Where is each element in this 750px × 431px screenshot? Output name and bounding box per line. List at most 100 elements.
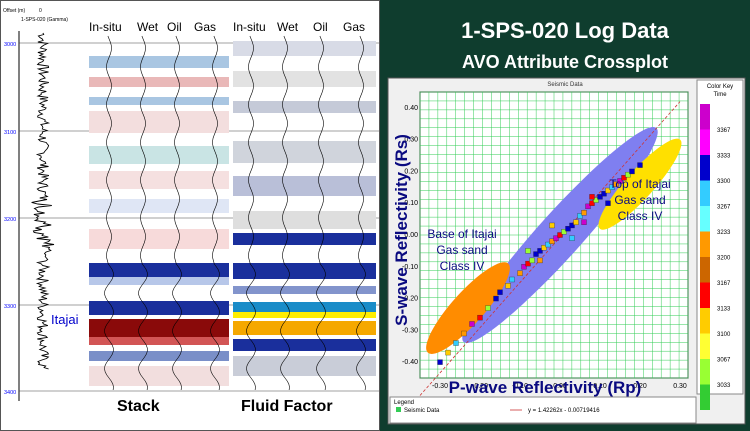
color-key-value: 3300 bbox=[717, 179, 731, 185]
y-tick-label: -0.10 bbox=[402, 264, 418, 271]
seismic-band bbox=[233, 263, 376, 279]
log-header-curve: 1-SPS-020 (Gamma) bbox=[21, 17, 68, 23]
color-key-title: Color Key bbox=[707, 84, 733, 90]
data-point bbox=[533, 251, 539, 257]
seismic-band bbox=[89, 199, 229, 213]
depth-label: 3200 bbox=[4, 217, 16, 223]
seismic-trace bbox=[172, 35, 182, 391]
data-point bbox=[569, 222, 575, 229]
data-point bbox=[485, 305, 491, 311]
y-tick-label: 0.40 bbox=[404, 105, 418, 112]
color-key-swatch bbox=[700, 104, 710, 130]
x-tick-label: -0.30 bbox=[432, 383, 448, 390]
seismic-band bbox=[89, 97, 229, 105]
seismic-band bbox=[89, 146, 229, 164]
seismic-band bbox=[89, 351, 229, 361]
seismic-band bbox=[233, 339, 376, 351]
seismic-band bbox=[89, 77, 229, 87]
color-key-value: 3067 bbox=[717, 358, 731, 364]
depth-label: 3400 bbox=[4, 390, 16, 396]
data-point bbox=[461, 330, 467, 337]
legend-swatch bbox=[396, 407, 401, 412]
y-tick-label: -0.30 bbox=[402, 327, 418, 334]
data-point bbox=[601, 191, 607, 197]
seismic-band bbox=[89, 366, 229, 386]
data-point bbox=[509, 276, 515, 283]
x-axis-label: P-wave Reflectivity (Rp) bbox=[449, 378, 642, 397]
seismic-band bbox=[233, 356, 376, 376]
itajai-label: Itajai bbox=[51, 312, 79, 327]
seismic-band bbox=[233, 71, 376, 87]
data-point bbox=[613, 181, 619, 187]
x-tick-label: 0.20 bbox=[633, 383, 647, 390]
seismic-trace bbox=[316, 35, 326, 391]
data-point bbox=[553, 235, 559, 241]
color-key-swatch bbox=[700, 333, 710, 359]
stack-column-header: Oil bbox=[167, 20, 182, 34]
color-key-swatch bbox=[700, 129, 710, 155]
legend-box bbox=[389, 396, 697, 424]
stack-label: Stack bbox=[117, 398, 160, 415]
color-key-value: 3033 bbox=[717, 383, 731, 389]
data-point bbox=[517, 270, 523, 276]
y-tick-label: 0.30 bbox=[404, 137, 418, 144]
color-key-value: 3167 bbox=[717, 281, 731, 287]
depth-label: 3100 bbox=[4, 130, 16, 136]
seismic-trace bbox=[356, 35, 366, 391]
data-point bbox=[593, 197, 599, 203]
seismic-band bbox=[233, 312, 376, 318]
color-key-subtitle: Time bbox=[713, 92, 727, 98]
seismic-band bbox=[89, 263, 229, 277]
color-key-swatch bbox=[700, 155, 710, 181]
data-point bbox=[617, 178, 623, 184]
data-point bbox=[453, 340, 459, 346]
gamma-log-curve bbox=[31, 32, 55, 370]
seismic-svg: 3000 3100 3200 3300 3400 Offset (m) 0 1-SPS-020… bbox=[3, 8, 379, 415]
seismic-band bbox=[89, 171, 229, 189]
y-tick-label: 0.20 bbox=[404, 168, 418, 175]
data-point bbox=[605, 187, 611, 194]
annotation-top: Top of Itajai bbox=[609, 177, 670, 191]
depth-label: 3300 bbox=[4, 304, 16, 310]
legend-fit: y = 1.42262x - 0.00719416 bbox=[528, 408, 600, 414]
plot-header: Seismic Data bbox=[547, 82, 583, 88]
data-point bbox=[577, 213, 583, 219]
color-key-swatch bbox=[700, 384, 710, 410]
color-key-swatch bbox=[700, 282, 710, 308]
seismic-trace bbox=[138, 35, 148, 391]
seismic-band bbox=[89, 301, 229, 315]
seismic-band bbox=[233, 321, 376, 335]
data-point bbox=[621, 175, 627, 181]
data-point bbox=[565, 225, 571, 232]
color-key-swatch bbox=[700, 206, 710, 232]
legend-title: Legend bbox=[394, 400, 414, 406]
x-tick-label: 0.30 bbox=[673, 383, 687, 390]
data-point bbox=[629, 168, 635, 175]
seismic-trace bbox=[104, 35, 114, 391]
x-tick-label: -0.20 bbox=[472, 383, 488, 390]
color-key-swatch bbox=[700, 231, 710, 257]
seismic-band bbox=[89, 337, 229, 345]
ff-column-header: Gas bbox=[343, 20, 365, 34]
color-key-value: 3133 bbox=[717, 307, 731, 313]
data-point bbox=[589, 194, 595, 200]
color-key-swatch bbox=[700, 257, 710, 283]
data-point bbox=[597, 194, 603, 200]
data-point bbox=[585, 203, 591, 210]
data-point bbox=[537, 248, 543, 254]
seismic-band bbox=[89, 111, 229, 133]
data-point bbox=[469, 321, 475, 327]
color-key-swatch bbox=[700, 308, 710, 334]
data-point bbox=[549, 238, 555, 245]
legend-series: Seismic Data bbox=[404, 408, 440, 414]
data-point bbox=[525, 260, 531, 267]
depth-label: 3000 bbox=[4, 42, 16, 48]
fluid-factor-label: Fluid Factor bbox=[241, 398, 333, 415]
crossplot-svg: 1-SPS-020 Log Data AVO Attribute Crossplo… bbox=[387, 18, 746, 425]
stack-column-header: Gas bbox=[194, 20, 216, 34]
annotation-base: Base of Itajai bbox=[427, 227, 496, 241]
data-point bbox=[557, 232, 563, 238]
seismic-band bbox=[233, 176, 376, 196]
color-key-value: 3267 bbox=[717, 205, 731, 211]
data-point bbox=[537, 257, 543, 264]
